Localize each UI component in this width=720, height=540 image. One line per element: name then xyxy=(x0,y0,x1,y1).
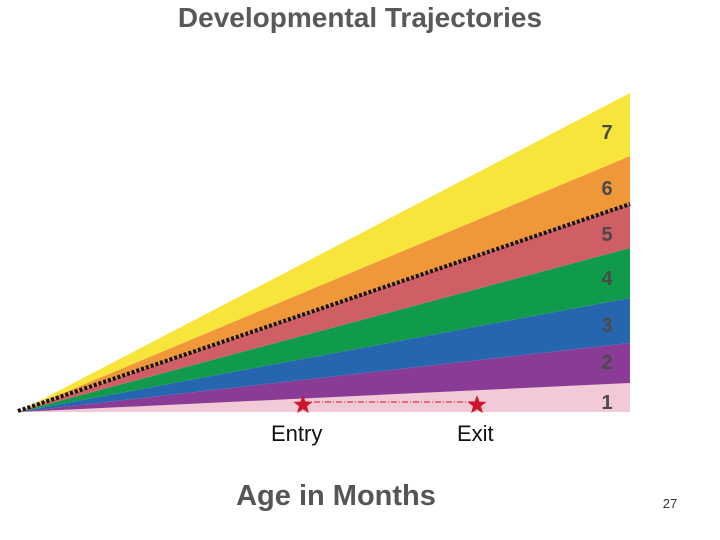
trajectory-bands xyxy=(18,93,630,412)
exit-star-icon xyxy=(467,395,487,414)
band-label-3: 3 xyxy=(601,315,612,337)
entry-star-icon xyxy=(293,395,313,414)
trajectory-dotted-line xyxy=(17,202,631,413)
entry-label: Entry xyxy=(271,421,323,446)
trajectory-band-7 xyxy=(18,93,630,412)
band-label-7: 7 xyxy=(601,122,612,144)
band-label-2: 2 xyxy=(601,352,612,374)
diagram-title: Developmental Trajectories xyxy=(177,2,543,33)
band-label-5: 5 xyxy=(601,224,612,246)
band-label-4: 4 xyxy=(601,268,613,290)
band-label-6: 6 xyxy=(601,178,612,200)
exit-label: Exit xyxy=(457,421,494,446)
page-number: 27 xyxy=(662,496,678,511)
band-label-1: 1 xyxy=(601,392,612,414)
band-labels: 1 2 3 4 5 6 7 xyxy=(601,122,613,414)
x-axis-label: Age in Months xyxy=(236,480,436,512)
